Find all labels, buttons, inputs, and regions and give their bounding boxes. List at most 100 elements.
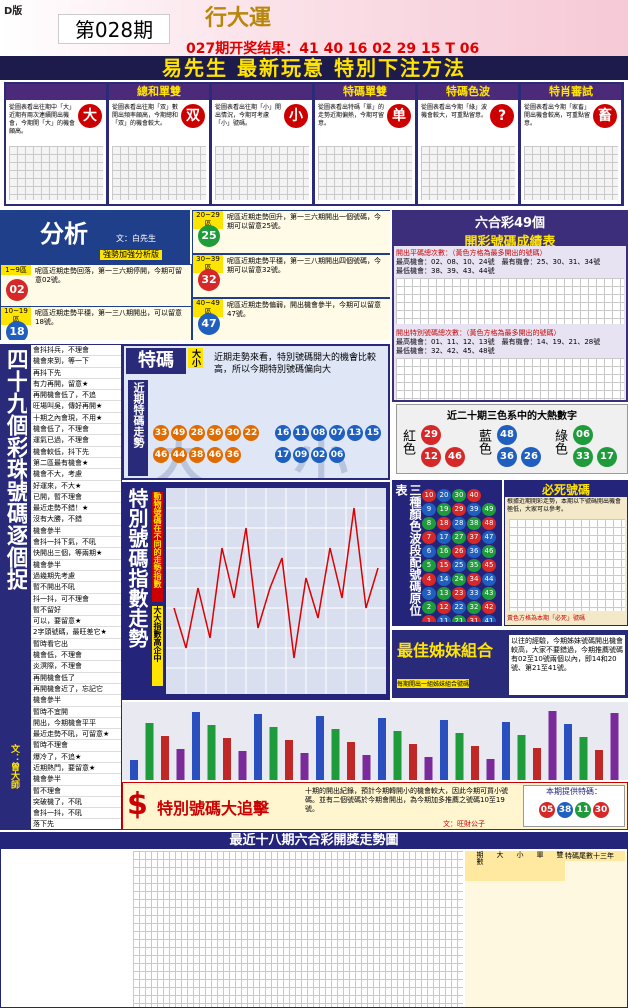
- ball: 46: [153, 447, 169, 463]
- wave-ball: 23: [452, 587, 466, 600]
- header: D版 第028期 行大運 027期开奖结果：41 40 16 02 29 15 …: [0, 0, 628, 56]
- wave-ball: 19: [437, 503, 451, 516]
- wave-ball: 22: [452, 601, 466, 614]
- wave-ball: 40: [467, 489, 481, 502]
- pick-item: 暫不開出不吼: [31, 582, 121, 594]
- method-grid: [112, 146, 206, 200]
- wave-ball: 8: [422, 517, 436, 530]
- color-ball: 36: [497, 447, 517, 467]
- pick-item: 機會參半: [31, 560, 121, 571]
- color-name: 紅色: [400, 429, 415, 455]
- bottom-col: 期數: [465, 851, 485, 881]
- ball: 17: [275, 447, 291, 463]
- strip-bar: [331, 729, 340, 780]
- offer-ball: 05: [539, 802, 555, 818]
- wave-ball: 26: [452, 545, 466, 558]
- zone: 10~19區 18 呢區近期走勢平穩，第一三八期開出，可以留意18號。: [0, 306, 192, 340]
- index-side2: 大大指數高企中: [152, 606, 163, 686]
- color-ball: 17: [597, 447, 617, 467]
- special-note: 近期走勢來看，特別號碼開大的機會比較高，所以今期特別號碼偏向大: [214, 353, 377, 375]
- method-symbol: 小: [284, 104, 308, 128]
- wave-ball: 39: [467, 503, 481, 516]
- wave-row: 9 19 29 39 49: [422, 496, 502, 516]
- wave-ball: 36: [467, 545, 481, 558]
- sisters-title: 最佳姊妹組合: [397, 641, 494, 660]
- zone-number: 18: [6, 321, 28, 340]
- bottom-title: 最近十八期六合彩開獎走勢圖: [1, 833, 627, 849]
- method-text: 從圖表看出今期「綠」波機會較大，可重點留意。: [421, 104, 488, 119]
- strip-bar: [424, 757, 433, 780]
- strip-bar: [192, 712, 200, 780]
- waves: 三種顏色波段配號碼原位表 10 20 30 40 9 19 29 39 49 8 18 28 38 48 7…: [392, 480, 502, 626]
- ball: 46: [207, 447, 223, 463]
- method-title: 特肖審試: [521, 84, 621, 100]
- strip-bar: [145, 723, 154, 780]
- color-ball: 46: [445, 447, 465, 467]
- method-symbol: 单: [387, 104, 411, 128]
- bottom-col: 雙: [545, 851, 565, 881]
- bar-strip: [122, 702, 628, 780]
- method: 總和單雙双從圖表看出往期「双」數開出頻率頗高，今期總和「双」的機會較大。: [109, 84, 209, 204]
- issue: 第028期: [58, 14, 170, 44]
- waves-grid: 10 20 30 40 9 19 29 39 49 8 18 28 38 48 7 17 27 37 47 6 16 26…: [422, 482, 502, 622]
- zone: 20~29區 25 呢區近期走勢回升，第一三六期開出一個號碼，今期可以留意25號。: [192, 210, 390, 254]
- strip-bar: [316, 716, 324, 780]
- ball: 08: [311, 425, 327, 441]
- bottom-cols: 期數大小單雙特碼尾數十三年: [465, 851, 627, 1007]
- wave-row: 8 18 28 38 48: [422, 510, 502, 530]
- pick-item: 暫不理會: [31, 786, 121, 797]
- special-heading: 開出特別號碼總次數：（黃色方格為最多開出的號碼）: [396, 329, 561, 337]
- table-subtitle: 開彩號碼成績表: [464, 235, 556, 246]
- strip-bar: [161, 736, 169, 780]
- color-group: 紅色 12 46 29: [400, 423, 473, 471]
- special: 特碼 大小 近期走勢來看，特別號碼開大的機會比較高，所以今期特別號碼偏向大 近期…: [122, 344, 390, 480]
- ball: 36: [225, 447, 241, 463]
- pick-item: 快開出三個，等兩期★: [31, 548, 121, 560]
- strip-bar: [548, 711, 557, 780]
- method-grid: [421, 146, 515, 200]
- pick-item: 2字頭號碼，最旺差它★: [31, 627, 121, 639]
- pick-item: 最近走勢不吼，可留意★: [31, 729, 121, 741]
- method: 特碼單雙单從圖表看出特碼「單」的走勢近期偏熱，今期可留意。: [315, 84, 415, 204]
- author: 文：白先生: [116, 234, 156, 243]
- pick-item: 機會較低，抖下先: [31, 447, 121, 458]
- wave-row: 5 15 25 35 45: [422, 552, 502, 572]
- method-text: 從圖表看出今期「家畜」開出機會較高，可重點留意。: [524, 104, 591, 127]
- wave-ball: 41: [482, 615, 496, 622]
- wave-ball: 20: [437, 489, 451, 502]
- pick-item: 機會參半: [31, 774, 121, 786]
- color-group: 綠色 33 17 06: [552, 423, 625, 471]
- strip-bar: [223, 738, 231, 780]
- method: 特碼色波? 從圖表看出今期「綠」波機會較大，可重點留意。: [418, 84, 518, 204]
- ball: 02: [311, 447, 327, 463]
- pick-item: 過幾期先考慮: [31, 571, 121, 583]
- wave-ball: 33: [467, 587, 481, 600]
- method-title: 特碼單雙: [315, 84, 415, 100]
- wave-ball: 16: [437, 545, 451, 558]
- ball: 15: [365, 425, 381, 441]
- pick-item: 近期熱門，要留意★: [31, 763, 121, 775]
- ball: 13: [347, 425, 363, 441]
- pick-item: 機會低了，不理會: [31, 424, 121, 436]
- strip-bar: [533, 748, 541, 780]
- strip-bar: [486, 759, 495, 780]
- pick-item: 暫時不宜開: [31, 707, 121, 718]
- wave-ball: 14: [437, 573, 451, 586]
- strip-bar: [207, 725, 216, 780]
- method-symbol: 双: [181, 104, 205, 128]
- ball: 30: [225, 425, 241, 441]
- pick-item: 再抖下先: [31, 368, 121, 379]
- index-title: 特別號碼指數走勢: [126, 488, 148, 648]
- strip-bar: [285, 740, 293, 780]
- dead: 必死號碼 根據近期開彩走勢，本期以下號碼開出機會極低，大家可以參考。 黃色方格為…: [504, 480, 628, 626]
- zone-label: 20~29區: [193, 211, 223, 229]
- special-low: 最低機會：32、42、45、48號: [396, 347, 495, 355]
- ball: 06: [329, 447, 345, 463]
- offer: 本期提供特碼： 05 38 11 30: [523, 785, 625, 827]
- method-grid: [215, 146, 309, 200]
- method-text: 從圖表看出往期中「大」近期有兩次連續開出機會，今期開「大」的機會頗高。: [9, 104, 76, 135]
- dead-grid: [509, 519, 625, 611]
- normal-heading: 開出平碼總次數：（黃色方格為最多開出的號碼）: [396, 249, 547, 257]
- sisters-sub: 每期開出一組姊妹組合號碼: [397, 679, 470, 688]
- pick-item: 機會低，不理會: [31, 650, 121, 662]
